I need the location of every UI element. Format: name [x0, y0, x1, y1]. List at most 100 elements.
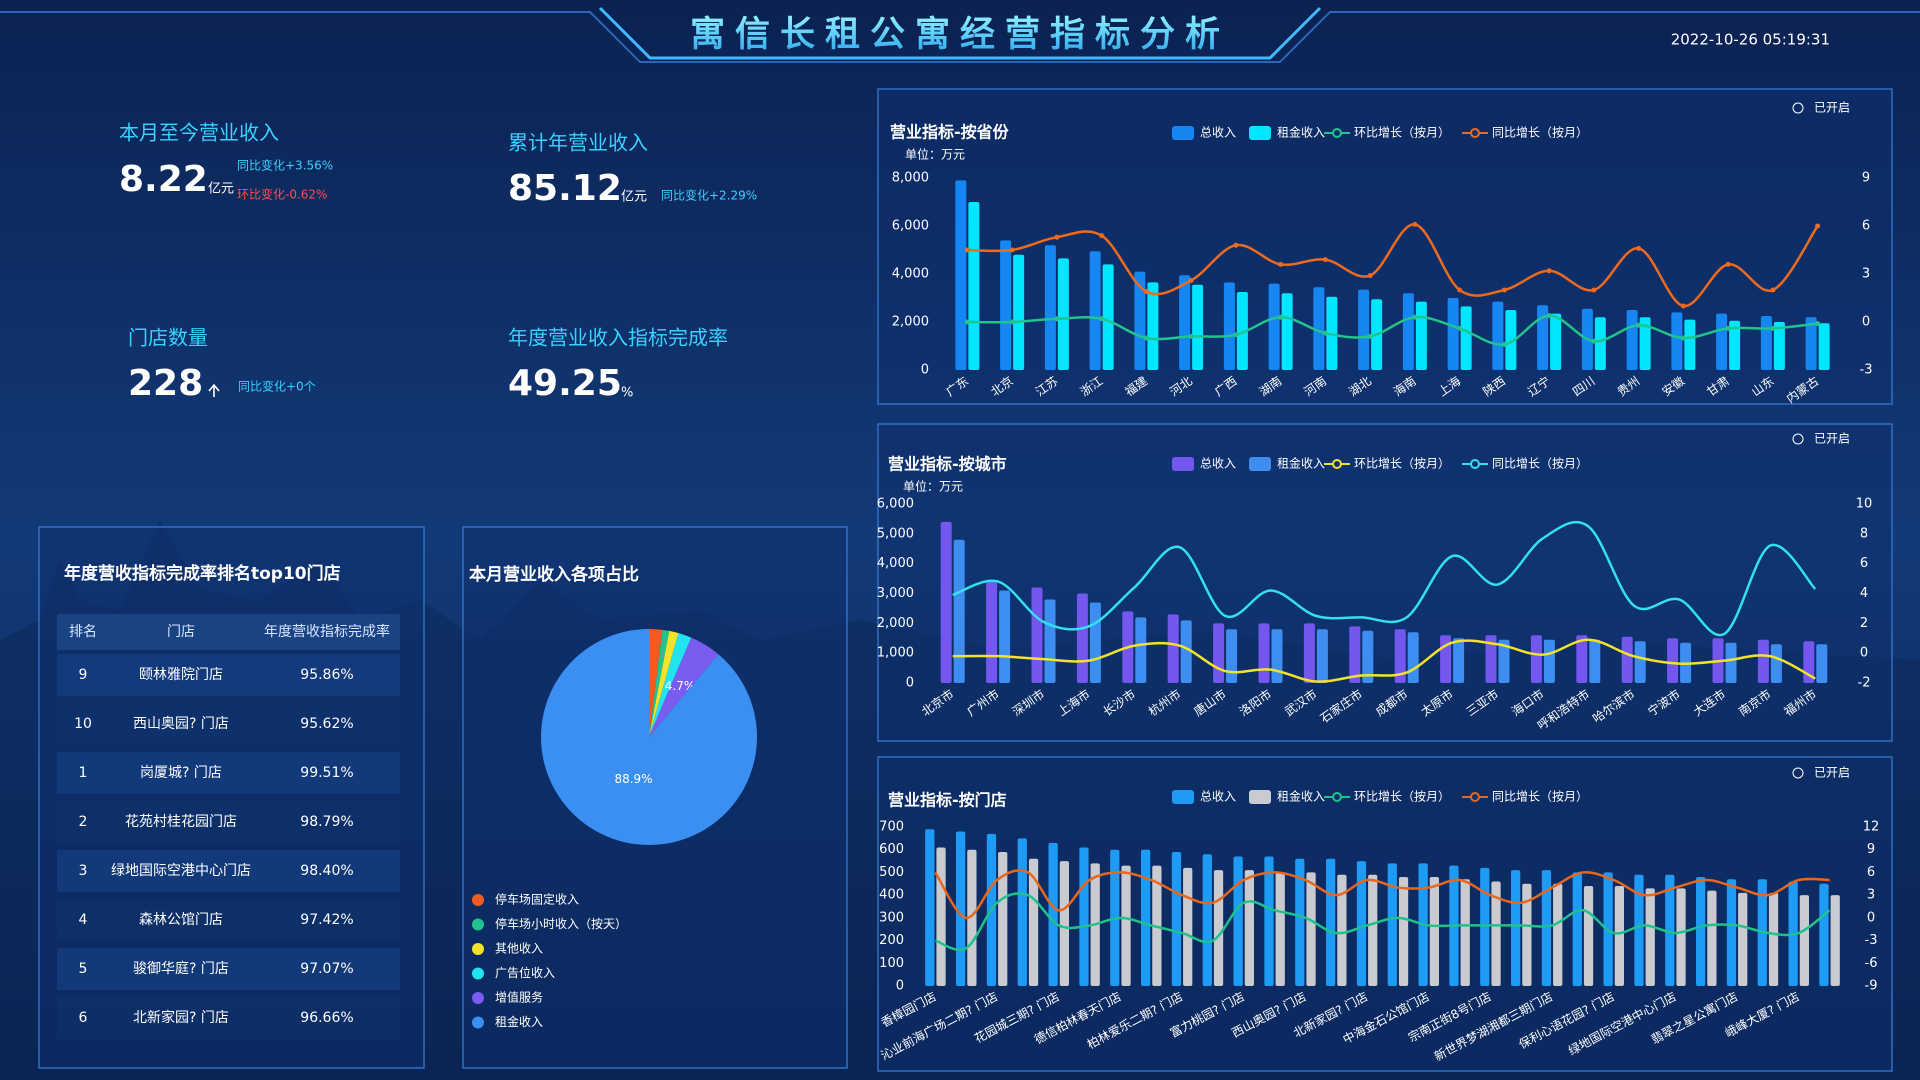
bar [1530, 635, 1542, 683]
table-cell: 3 [79, 863, 88, 879]
bar [1594, 317, 1606, 370]
bar [956, 831, 966, 986]
legend-swatch [472, 894, 484, 906]
point [1367, 273, 1373, 279]
point [1099, 316, 1105, 322]
point [1278, 314, 1284, 320]
bar [953, 539, 965, 683]
point [964, 247, 970, 253]
point [1591, 287, 1597, 293]
table-cell: 骏御华庭? 门店 [133, 960, 229, 977]
bar [1089, 602, 1101, 683]
legend-label: 租金收入 [1277, 456, 1325, 471]
table-title: 年度营收指标完成率排名top10门店 [64, 563, 341, 584]
bar [1460, 879, 1470, 986]
bar [1192, 284, 1204, 370]
bar [1295, 858, 1305, 986]
y-tick-label: 400 [879, 888, 904, 903]
point [1725, 261, 1731, 267]
kpi-unit: % [621, 386, 633, 401]
legend-swatch [472, 918, 484, 931]
legend-label: 总收入 [1200, 790, 1236, 804]
y2-tick-label: 10 [1856, 497, 1873, 512]
y2-tick-label: -2 [1858, 676, 1871, 691]
bar [1368, 874, 1378, 986]
y2-tick-label: 3 [1862, 267, 1870, 282]
table-header [57, 614, 400, 650]
y-tick-label: 300 [879, 910, 904, 925]
bar [1773, 322, 1785, 370]
table-cell: 5 [79, 961, 88, 977]
legend-label: 同比增长（按月） [1492, 790, 1588, 804]
y2-tick-label: 6 [1867, 865, 1875, 880]
bar [1816, 644, 1828, 683]
point [1725, 325, 1731, 331]
legend-swatch [1249, 790, 1271, 804]
legend-swatch [472, 967, 484, 980]
bar [1553, 883, 1563, 986]
bar [1180, 620, 1192, 683]
y-tick-label: 2,000 [877, 616, 914, 631]
bar [1460, 306, 1472, 370]
y-tick-label: 4,000 [892, 267, 929, 282]
table-cell: 97.42% [300, 912, 353, 928]
table-cell: 北新家园? 门店 [133, 1009, 229, 1026]
bar [1716, 313, 1728, 370]
bar [1337, 874, 1347, 986]
legend-label: 增值服务 [495, 990, 543, 1005]
legend-swatch [1172, 790, 1194, 804]
bar [1485, 635, 1497, 683]
table-row [57, 948, 400, 990]
legend-swatch [1172, 457, 1194, 471]
bar [1511, 870, 1521, 986]
bar [999, 590, 1011, 683]
y2-tick-label: 4 [1860, 586, 1868, 601]
bar [925, 829, 935, 986]
table-cell: 岗厦城? 门店 [140, 765, 222, 781]
legend-label: 同比增长（按月） [1492, 126, 1588, 140]
legend-label: 停车场固定收入 [495, 892, 579, 907]
y-tick-label: 500 [879, 865, 904, 880]
legend-label: 环比增长（按月） [1354, 457, 1450, 471]
y-tick-label: 2,000 [892, 315, 929, 330]
chart-title: 营业指标-按省份 [890, 123, 1010, 142]
kpi-value: 8.22 [119, 159, 208, 200]
table-row [57, 850, 400, 892]
y2-tick-label: 12 [1863, 820, 1880, 835]
bar [1665, 874, 1675, 986]
bar [1671, 312, 1683, 370]
table-cell: 西山奥园? 门店 [133, 715, 229, 732]
point [964, 319, 970, 325]
table-row [57, 752, 400, 794]
bar [967, 849, 977, 986]
datetime: 2022-10-26 05:19:31 [1671, 31, 1830, 49]
legend-swatch [472, 943, 484, 955]
bar [1076, 593, 1088, 683]
bar [1313, 287, 1325, 370]
bar [1818, 323, 1830, 370]
legend-swatch [1470, 128, 1480, 138]
kpi-change: 同比变化+0个 [238, 379, 316, 394]
point [1412, 314, 1418, 320]
legend-swatch [472, 992, 484, 1004]
bar [936, 847, 946, 986]
kpi-change: 环比变化-0.62% [237, 187, 327, 202]
bar [1667, 638, 1679, 683]
bar [1271, 629, 1283, 683]
bar [1621, 636, 1633, 683]
bar [1147, 282, 1159, 370]
kpi-unit: 亿元 [621, 190, 647, 205]
bar [1102, 264, 1114, 370]
chart-title: 营业指标-按门店 [888, 791, 1007, 810]
y-tick-label: 5,000 [877, 526, 914, 541]
y2-tick-label: -9 [1865, 979, 1878, 994]
point [1815, 223, 1821, 229]
bar [1799, 895, 1809, 986]
unit-label: 单位：万元 [903, 479, 963, 494]
bar [1268, 283, 1280, 370]
y2-tick-label: -3 [1860, 363, 1873, 378]
table-row [57, 654, 400, 696]
legend-swatch [1332, 459, 1342, 469]
toggle: 已开启 [1814, 101, 1850, 115]
